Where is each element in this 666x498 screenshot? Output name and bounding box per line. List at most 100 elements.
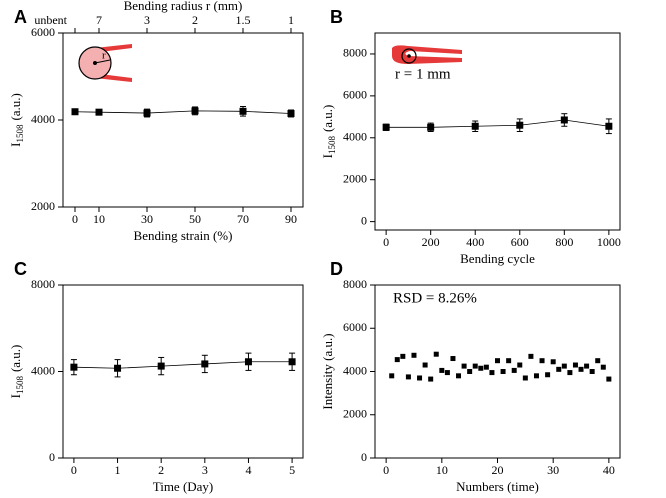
x2-tick-label: 1.5 [236, 13, 251, 27]
marker [506, 358, 512, 364]
marker [461, 363, 467, 369]
marker [605, 122, 613, 130]
inset-center [407, 54, 411, 58]
y-axis-label-unit: (a.u.) [8, 93, 23, 120]
y-axis-label: Intensity (a.u.) [320, 333, 335, 409]
marker [550, 359, 556, 365]
x2-tick-label: unbent [34, 13, 67, 27]
marker [500, 369, 506, 374]
y-tick-label: 8000 [343, 46, 367, 60]
x-tick-label: 1000 [597, 235, 621, 249]
marker [472, 363, 478, 369]
y-axis-label-subscript: 1508 [327, 136, 337, 155]
x-tick-label: 10 [436, 463, 448, 477]
y-tick-label: 0 [49, 450, 55, 464]
y-axis-label-text: I [320, 154, 335, 158]
marker [422, 362, 428, 368]
x-axis-label: Bending cycle [460, 251, 535, 266]
y-axis-label-unit: (a.u.) [320, 105, 335, 132]
inset-center [93, 61, 97, 65]
x2-axis-label: Bending radius r (mm) [124, 0, 243, 13]
marker [239, 107, 247, 115]
y-tick-label: 0 [361, 450, 367, 464]
panel-label: C [14, 259, 27, 279]
x-tick-label: 70 [237, 212, 249, 226]
x-tick-label: 90 [285, 212, 297, 226]
marker [433, 351, 439, 357]
marker [606, 376, 612, 382]
x-tick-label: 30 [547, 463, 559, 477]
series-line [74, 110, 292, 114]
y-axis-label: I1508 (a.u.) [8, 345, 25, 399]
marker [560, 116, 568, 124]
marker [533, 373, 539, 379]
marker [511, 367, 517, 373]
marker [589, 369, 595, 374]
x-axis-label: Time (Day) [153, 479, 214, 494]
x-axis-label: Numbers (time) [456, 479, 539, 494]
x-tick-label: 800 [555, 235, 573, 249]
panel-label: B [330, 7, 343, 27]
marker [516, 121, 524, 129]
marker [522, 375, 528, 381]
annotation: RSD = 8.26% [393, 290, 477, 306]
inset-bend-a [78, 44, 132, 82]
x-tick-label: 600 [511, 235, 529, 249]
x-tick-label: 5 [289, 463, 295, 477]
x-tick-label: 200 [422, 235, 440, 249]
marker [539, 358, 545, 364]
marker [567, 370, 573, 376]
marker [288, 358, 296, 366]
y-tick-label: 6000 [31, 25, 55, 39]
series-line [73, 361, 293, 369]
marker [157, 362, 165, 370]
marker [556, 366, 562, 372]
marker [382, 123, 390, 131]
x2-tick-label: 2 [192, 13, 198, 27]
marker [428, 376, 434, 382]
x-tick-label: 10 [93, 212, 105, 226]
y-tick-label: 0 [361, 213, 367, 227]
x-tick-label: 40 [603, 463, 615, 477]
x-tick-label: 1 [115, 463, 121, 477]
marker [405, 374, 411, 380]
plot-frame [374, 32, 621, 231]
marker [444, 370, 450, 376]
marker [517, 362, 523, 368]
marker [495, 358, 500, 364]
x-tick-label: 0 [383, 235, 389, 249]
y-axis-label-subscript: 1508 [15, 124, 25, 143]
marker [450, 356, 456, 362]
inset-radius [94, 59, 111, 64]
marker [572, 362, 578, 368]
x-tick-label: 0 [383, 463, 389, 477]
marker [427, 123, 435, 131]
marker [456, 373, 462, 379]
marker [411, 352, 417, 358]
marker [584, 363, 590, 369]
y-axis-label: I1508 (a.u.) [320, 105, 337, 159]
x2-tick-label: 3 [144, 13, 150, 27]
plot-frame [62, 284, 304, 459]
y-tick-label: 6000 [343, 320, 367, 334]
marker [439, 367, 445, 373]
marker [389, 373, 395, 379]
x-tick-label: 50 [189, 212, 201, 226]
y-tick-label: 2000 [343, 407, 367, 421]
y-tick-label: 2000 [343, 171, 367, 185]
panel-label: D [330, 259, 343, 279]
x-tick-label: 3 [202, 463, 208, 477]
marker [191, 107, 199, 115]
series-line [386, 119, 609, 128]
x2-tick-label: 1 [288, 13, 294, 27]
marker [561, 363, 567, 369]
y-axis-label-unit: (a.u.) [8, 345, 23, 372]
x-tick-label: 0 [72, 212, 78, 226]
y-axis-label-text: I [8, 394, 23, 398]
marker [201, 360, 209, 368]
marker [417, 375, 423, 381]
marker [471, 122, 479, 130]
marker [489, 370, 495, 376]
inset-label: r [102, 50, 106, 62]
x-axis-label: Bending strain (%) [134, 228, 233, 243]
